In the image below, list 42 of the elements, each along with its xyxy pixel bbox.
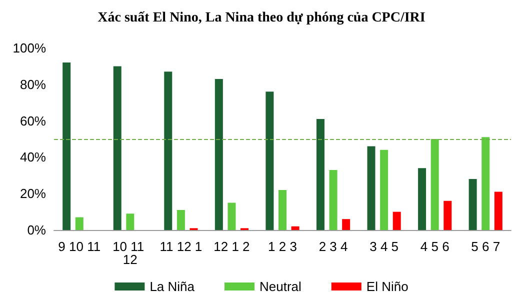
x-tick-label: 5 6 7 — [471, 239, 500, 254]
x-tick-label: 10 11 12 — [112, 239, 148, 267]
bar — [342, 219, 350, 230]
bar — [329, 170, 338, 230]
x-tick-label: 4 5 6 — [420, 239, 450, 254]
chart-title: Xác suất El Nino, La Nina theo dự phóng của CPC/IRI — [98, 10, 426, 26]
legend-label: Neutral — [259, 279, 302, 294]
bar — [367, 146, 376, 230]
bar — [316, 118, 324, 230]
bar — [164, 72, 172, 230]
bar — [291, 226, 300, 230]
y-tick-label: 40% — [20, 150, 46, 165]
bar — [228, 202, 236, 230]
bar — [266, 92, 274, 230]
bar — [113, 66, 122, 230]
bar — [444, 200, 452, 230]
x-tick-label: 2 3 4 — [318, 239, 348, 254]
y-tick-label: 100% — [12, 40, 46, 56]
bar — [62, 62, 71, 230]
y-tick-label: 80% — [20, 76, 46, 92]
legend-label: El Niño — [366, 279, 408, 294]
x-tick-label: 11 12 1 — [160, 239, 202, 254]
bar — [126, 214, 134, 230]
y-tick-label: 0% — [27, 222, 46, 238]
bar — [214, 78, 223, 230]
bar — [75, 217, 84, 230]
x-tick-label: 9 10 11 — [58, 239, 101, 254]
x-tick-label: 1 2 3 — [268, 239, 297, 254]
bar — [494, 192, 502, 230]
y-tick-label: 20% — [20, 186, 46, 202]
bar — [468, 179, 477, 230]
y-tick-label: 60% — [20, 113, 46, 128]
bar — [392, 212, 401, 230]
bar — [278, 190, 286, 230]
legend-label: La Niña — [150, 279, 196, 294]
bar — [418, 168, 426, 230]
x-tick-label: 12 1 2 — [214, 239, 250, 254]
x-tick-label: 3 4 5 — [370, 239, 399, 254]
bar — [380, 150, 388, 230]
bar — [430, 139, 439, 230]
bar — [482, 137, 490, 230]
bar — [176, 210, 185, 230]
